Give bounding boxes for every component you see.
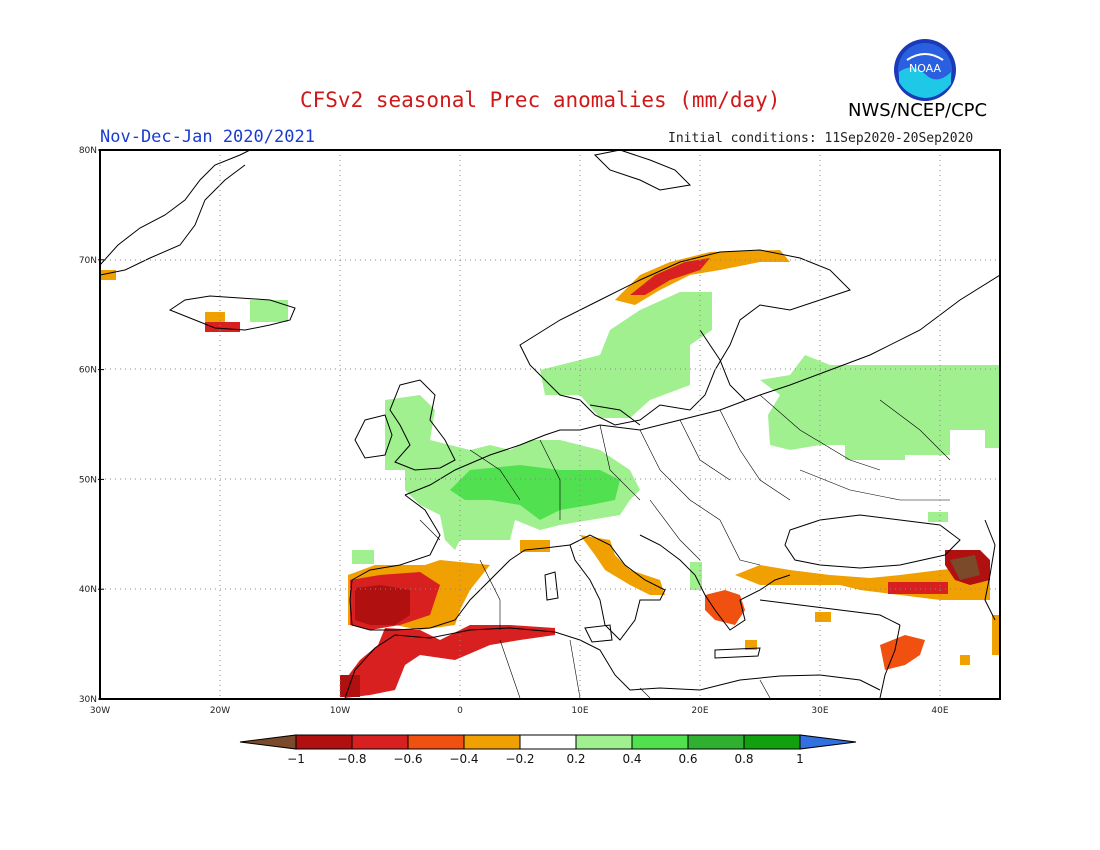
lat-label: 30N	[79, 695, 97, 705]
anomaly-russia-green	[760, 355, 1000, 460]
lat-label: 40N	[79, 585, 97, 595]
agency-label: NWS/NCEP/CPC	[848, 100, 988, 121]
colorbar-segment	[407, 734, 465, 750]
latitude-labels: 30N 40N 50N 60N 70N 80N	[79, 146, 104, 705]
colorbar-label: 0.2	[566, 752, 585, 766]
colorbar-segment	[519, 734, 577, 750]
colorbar-label: 0.4	[622, 752, 641, 766]
colorbar-segment	[687, 734, 745, 750]
noaa-logo-icon: NOAA	[894, 39, 956, 101]
coastline-britain	[389, 379, 456, 471]
colorbar-label: 1	[796, 752, 804, 766]
anomaly-levant-red	[880, 635, 925, 670]
anomaly-dot-1	[815, 612, 831, 622]
colorbar-label: 0.6	[678, 752, 697, 766]
colorbar-arrow-low	[239, 734, 297, 750]
coastline-black-sea	[784, 514, 961, 569]
coastline-iceland	[168, 295, 296, 331]
colorbar-segment	[463, 734, 521, 750]
gridlines	[100, 150, 1000, 699]
coastline-iberia	[349, 494, 571, 631]
season-label: Nov-Dec-Jan 2020/2021	[100, 127, 315, 147]
anomaly-norway-coast-red	[630, 258, 710, 295]
anomaly-alps-green	[450, 465, 620, 520]
coastline-greenland	[100, 150, 251, 276]
anomaly-greece-red	[705, 590, 745, 625]
anomaly-iberia-darkred	[355, 585, 410, 625]
lon-label: 40E	[931, 706, 948, 716]
lon-label: 20W	[210, 706, 230, 716]
colorbar-label: −0.4	[449, 752, 478, 766]
colorbar-segment	[631, 734, 689, 750]
coastline-balkans	[639, 534, 791, 631]
coastline-turkey	[759, 599, 901, 626]
lat-label: 80N	[79, 146, 97, 156]
colorbar-segment	[295, 734, 353, 750]
lat-label: 60N	[79, 366, 97, 376]
anomaly-dot-2	[745, 640, 757, 650]
anomaly-greenland-orange	[100, 270, 116, 280]
colorbar-label: −0.8	[337, 752, 366, 766]
anomaly-iceland-green	[250, 300, 288, 322]
colorbar-segment	[743, 734, 801, 750]
coastline-caspian	[984, 519, 996, 621]
coastline-levant	[879, 624, 901, 699]
coastline-baltic	[589, 329, 746, 426]
anomaly-iceland-red	[205, 322, 240, 332]
coastline-crete	[714, 647, 761, 659]
logo-text: NOAA	[909, 62, 942, 75]
anomaly-levant-orange	[960, 655, 970, 665]
colorbar-arrow-high	[799, 734, 857, 750]
anomaly-layer	[100, 250, 1000, 698]
coastline-scandinavia	[519, 249, 851, 426]
coastline-sardinia	[544, 571, 559, 601]
lat-label: 50N	[79, 475, 97, 485]
colorbar-segment	[575, 734, 633, 750]
colorbar-label: −1	[287, 752, 305, 766]
lon-label: 10E	[571, 706, 588, 716]
lat-label: 70N	[79, 256, 97, 266]
colorbar-label: −0.6	[393, 752, 422, 766]
map-frame	[99, 149, 1001, 700]
anomaly-caucasus-brown	[950, 555, 980, 580]
lon-label: 10W	[330, 706, 350, 716]
colorbar-segment	[351, 734, 409, 750]
anomaly-norway-coast-orange	[615, 250, 790, 305]
anomaly-morocco-darkred	[340, 675, 360, 697]
anomaly-italy-orange	[580, 535, 665, 595]
coastline-africa	[344, 627, 881, 699]
longitude-labels: 30W 20W 10W 0 10E 20E 30E 40E	[90, 706, 949, 716]
lon-label: 20E	[691, 706, 708, 716]
colorbar: −1 −0.8 −0.6 −0.4 −0.2 0.2 0.4 0.6 0.8 1	[239, 734, 857, 766]
coastline-ireland	[354, 414, 393, 459]
anomaly-turkey-red	[888, 582, 948, 594]
coastline-layer	[100, 150, 1000, 699]
anomaly-sardinia-orange	[520, 540, 550, 552]
lon-label: 30W	[90, 706, 110, 716]
anomaly-north-africa-red	[345, 625, 555, 698]
coastline-italy	[569, 534, 666, 641]
map-title: CFSv2 seasonal Prec anomalies (mm/day)	[300, 88, 781, 112]
coastline-svalbard	[593, 150, 692, 191]
initial-conditions-label: Initial conditions: 11Sep2020-20Sep2020	[668, 131, 974, 146]
lon-label: 0	[457, 706, 463, 716]
lon-label: 30E	[811, 706, 828, 716]
anomaly-scandinavia-green	[540, 292, 712, 418]
colorbar-label: −0.2	[505, 752, 534, 766]
colorbar-label: 0.8	[734, 752, 753, 766]
coastline-sicily	[584, 624, 613, 643]
anomaly-iraq-orange	[992, 615, 1000, 655]
anomaly-sea-green	[928, 512, 948, 522]
anomaly-atlantic-green	[352, 550, 374, 564]
